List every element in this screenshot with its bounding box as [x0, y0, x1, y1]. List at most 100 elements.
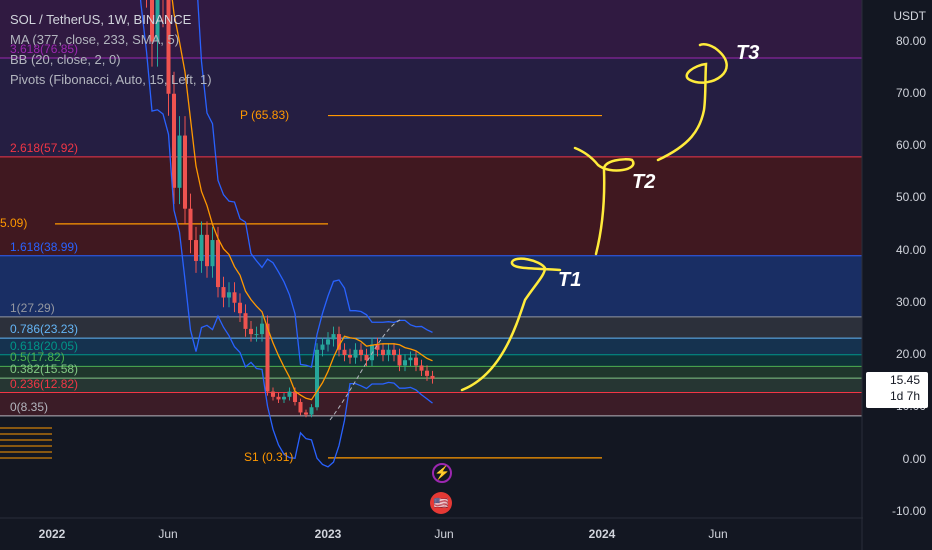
candle-body: [309, 407, 314, 415]
price-axis-tick: 50.00: [895, 190, 926, 205]
candle-body: [370, 344, 374, 361]
pivot-label: 5.09): [0, 215, 28, 230]
pivots-legend[interactable]: Pivots (Fibonacci, Auto, 15, Left, 1): [10, 72, 212, 87]
fib-band: [0, 255, 862, 317]
fib-level-label: 0.382(15.58): [10, 362, 79, 377]
target-label-t3: T3: [736, 42, 759, 64]
candle-body: [359, 349, 363, 355]
candle-body: [287, 391, 292, 397]
us-flag-event-icon[interactable]: 🇺🇸: [430, 492, 452, 514]
time-axis-tick: Jun: [158, 527, 178, 541]
price-axis-tick: 30.00: [895, 294, 926, 309]
candle-body: [304, 412, 308, 415]
candle-body: [282, 396, 286, 400]
candle-body: [331, 334, 336, 340]
price-axis-tick: 0.00: [902, 451, 926, 466]
fib-band: [0, 338, 862, 355]
candle-body: [403, 360, 407, 366]
price-axis-tick: -10.00: [891, 503, 926, 518]
candle-body: [150, 0, 154, 42]
candle-body: [243, 313, 248, 329]
candle-body: [221, 287, 226, 298]
candle-body: [276, 396, 281, 400]
ma-legend[interactable]: MA (377, close, 233, SMA, 5): [10, 32, 180, 47]
fib-level-label: 0.786(23.23): [10, 322, 79, 337]
candle-body: [232, 292, 237, 303]
candle-body: [386, 349, 391, 355]
fib-level-label: 3.618(76.85): [10, 41, 79, 56]
candle-body: [265, 323, 270, 392]
target-arrow-path: [573, 146, 635, 256]
last-price-badge: 15.45 1d 7h: [866, 372, 928, 408]
candle-body: [397, 355, 402, 366]
target-label-t2: T2: [632, 171, 655, 193]
candle-body: [348, 355, 352, 358]
candle-body: [293, 391, 297, 403]
lightning-event-icon[interactable]: ⚡: [432, 463, 452, 483]
candle-body: [364, 355, 369, 361]
fib-level-label: 0(8.35): [10, 399, 49, 414]
price-axis-currency: USDT: [893, 9, 926, 23]
fib-band: [0, 378, 862, 393]
candle-body: [199, 234, 204, 261]
candle-body: [375, 344, 380, 350]
candle-body: [155, 0, 160, 42]
fib-band: [0, 316, 862, 339]
dashed-projection: [329, 319, 401, 421]
time-axis-tick: 2023: [314, 527, 342, 541]
candle-body: [381, 349, 385, 355]
symbol-title[interactable]: SOL / TetherUS, 1W, BINANCE: [10, 12, 192, 27]
price-axis-tick: 60.00: [895, 138, 926, 152]
time-axis-tick: Jun: [434, 527, 454, 541]
fib-level-label: 1.618(38.99): [10, 239, 79, 254]
indicator-legend: SOL / TetherUS, 1W, BINANCE MA (377, clo…: [10, 10, 212, 90]
candle-body: [353, 349, 358, 358]
candle-body: [419, 365, 424, 371]
fib-level-label: 1(27.29): [10, 300, 55, 315]
candle-body: [216, 240, 220, 288]
bb-legend[interactable]: BB (20, close, 2, 0): [10, 52, 121, 67]
candle-body: [183, 135, 187, 209]
candle-body: [210, 240, 215, 267]
target-arrow-path: [460, 257, 562, 392]
time-axis-tick: 2022: [38, 527, 66, 541]
candle-body: [238, 302, 242, 314]
candle-body: [249, 328, 253, 335]
moving-average-line: [171, 0, 433, 401]
candle-body: [298, 402, 303, 413]
pivot-label: S1 (0.31): [244, 449, 294, 464]
fib-band: [0, 57, 862, 157]
bollinger-upper-band: [197, 0, 433, 368]
candle-body: [205, 234, 209, 267]
target-label-t1: T1: [558, 269, 581, 291]
price-axis-tick: 20.00: [895, 347, 926, 361]
candle-body: [254, 334, 259, 336]
fib-level-label: 0.5(17.82): [10, 350, 65, 365]
candle-body: [315, 349, 319, 408]
candle-body: [166, 0, 171, 94]
candle-body: [392, 349, 396, 355]
fib-level-label: 0.236(12.82): [10, 376, 79, 391]
candle-body: [337, 334, 341, 350]
candle-body: [425, 370, 429, 376]
bollinger-lower-band: [139, 0, 433, 468]
price-axis-tick: 40.00: [895, 242, 926, 257]
price-axis-background: [863, 0, 932, 550]
last-price: 15.45: [889, 373, 920, 387]
candle-body: [320, 344, 325, 350]
target-arrow-path: [656, 43, 728, 162]
candle-body: [271, 391, 275, 397]
bar-countdown: 1d 7h: [889, 389, 920, 403]
fib-band: [0, 156, 862, 256]
time-axis-tick: Jun: [708, 527, 728, 541]
candle-body: [177, 135, 182, 188]
candle-body: [227, 292, 231, 298]
candle-body: [260, 323, 264, 335]
price-axis-tick: 70.00: [895, 85, 926, 100]
candle-body: [342, 349, 347, 355]
candle-body: [414, 357, 418, 366]
candle-body: [188, 208, 193, 241]
candle-body: [408, 357, 413, 361]
